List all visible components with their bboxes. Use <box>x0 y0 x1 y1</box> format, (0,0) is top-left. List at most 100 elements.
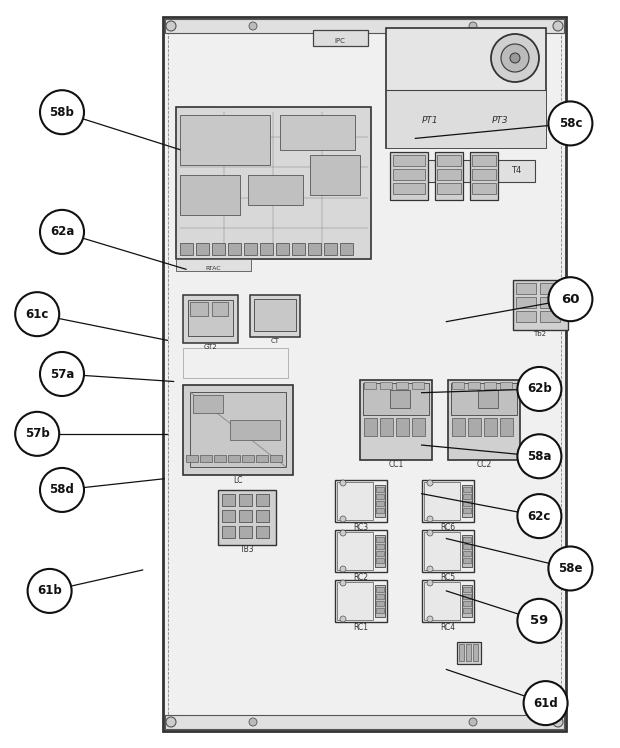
Circle shape <box>28 569 71 613</box>
Circle shape <box>501 44 529 72</box>
Circle shape <box>340 480 346 486</box>
Bar <box>376 494 384 499</box>
Text: GT2: GT2 <box>204 344 218 350</box>
Circle shape <box>249 718 257 726</box>
Bar <box>390 390 410 408</box>
Circle shape <box>427 530 433 536</box>
Circle shape <box>40 210 84 254</box>
Bar <box>376 551 384 556</box>
Bar <box>276 243 289 255</box>
Text: 57b: 57b <box>25 427 50 441</box>
Text: Tb2: Tb2 <box>533 331 546 337</box>
Bar <box>380 418 393 436</box>
Circle shape <box>427 480 433 486</box>
Circle shape <box>427 616 433 622</box>
Bar <box>462 585 472 617</box>
Text: RC2: RC2 <box>353 572 368 581</box>
Bar <box>376 501 384 506</box>
Bar <box>463 608 471 613</box>
Text: RC5: RC5 <box>440 572 456 581</box>
Bar <box>484 418 497 436</box>
Bar <box>230 420 280 440</box>
Text: LC: LC <box>233 476 243 485</box>
Circle shape <box>40 91 84 134</box>
Bar <box>335 580 387 622</box>
Bar <box>176 107 371 259</box>
Text: 60: 60 <box>561 292 580 306</box>
Bar <box>472 155 496 166</box>
Text: RC3: RC3 <box>353 523 368 532</box>
Bar <box>396 418 409 436</box>
Circle shape <box>518 367 561 411</box>
Circle shape <box>340 566 346 572</box>
Text: RC1: RC1 <box>353 622 368 631</box>
Circle shape <box>518 435 561 478</box>
Bar <box>462 485 472 517</box>
Bar <box>380 382 392 389</box>
Text: PT1: PT1 <box>422 115 438 124</box>
Text: PT3: PT3 <box>492 115 508 124</box>
Bar <box>424 532 460 570</box>
Bar <box>364 418 377 436</box>
Bar <box>193 395 223 413</box>
Bar <box>248 175 303 205</box>
Bar <box>360 380 432 460</box>
Bar <box>463 587 471 592</box>
Text: RC4: RC4 <box>440 622 456 631</box>
Bar <box>324 243 337 255</box>
Bar <box>214 455 226 462</box>
Bar <box>393 183 425 194</box>
Bar <box>308 243 321 255</box>
Bar <box>335 530 387 572</box>
Bar <box>337 532 373 570</box>
Bar <box>540 297 560 308</box>
Text: CT: CT <box>270 338 280 344</box>
Bar <box>463 551 471 556</box>
Bar <box>376 608 384 613</box>
Bar <box>437 169 461 180</box>
Bar <box>256 526 269 538</box>
Text: 62b: 62b <box>527 382 552 396</box>
Bar <box>386 90 546 148</box>
Bar <box>422 580 474 622</box>
Text: 58b: 58b <box>50 105 74 119</box>
Text: 61b: 61b <box>37 584 62 598</box>
Bar <box>463 494 471 499</box>
Bar <box>422 530 474 572</box>
Bar <box>452 418 465 436</box>
Bar <box>463 501 471 506</box>
Bar <box>390 152 428 200</box>
Text: 58e: 58e <box>558 562 583 575</box>
Bar <box>292 243 305 255</box>
Bar <box>335 480 387 522</box>
Bar <box>412 418 425 436</box>
Text: CC2: CC2 <box>476 459 492 468</box>
Bar <box>516 283 536 294</box>
Bar <box>463 558 471 563</box>
Bar <box>313 30 368 46</box>
Bar <box>376 544 384 549</box>
Bar <box>165 19 564 33</box>
Bar <box>500 382 512 389</box>
Circle shape <box>40 468 84 512</box>
Bar <box>364 382 376 389</box>
Bar <box>200 455 212 462</box>
Text: T4: T4 <box>511 165 521 174</box>
Bar <box>472 169 496 180</box>
Bar <box>222 510 235 522</box>
Bar <box>239 494 252 506</box>
Circle shape <box>340 530 346 536</box>
Circle shape <box>524 681 567 725</box>
Bar <box>376 558 384 563</box>
Text: 58a: 58a <box>527 450 552 463</box>
Bar <box>260 243 273 255</box>
Circle shape <box>166 717 176 727</box>
Bar <box>310 155 360 195</box>
Bar <box>393 169 425 180</box>
Circle shape <box>549 547 592 590</box>
Bar <box>424 582 460 620</box>
Circle shape <box>16 292 59 336</box>
Text: 61c: 61c <box>25 307 49 321</box>
Bar <box>451 383 517 415</box>
Bar <box>457 642 481 664</box>
